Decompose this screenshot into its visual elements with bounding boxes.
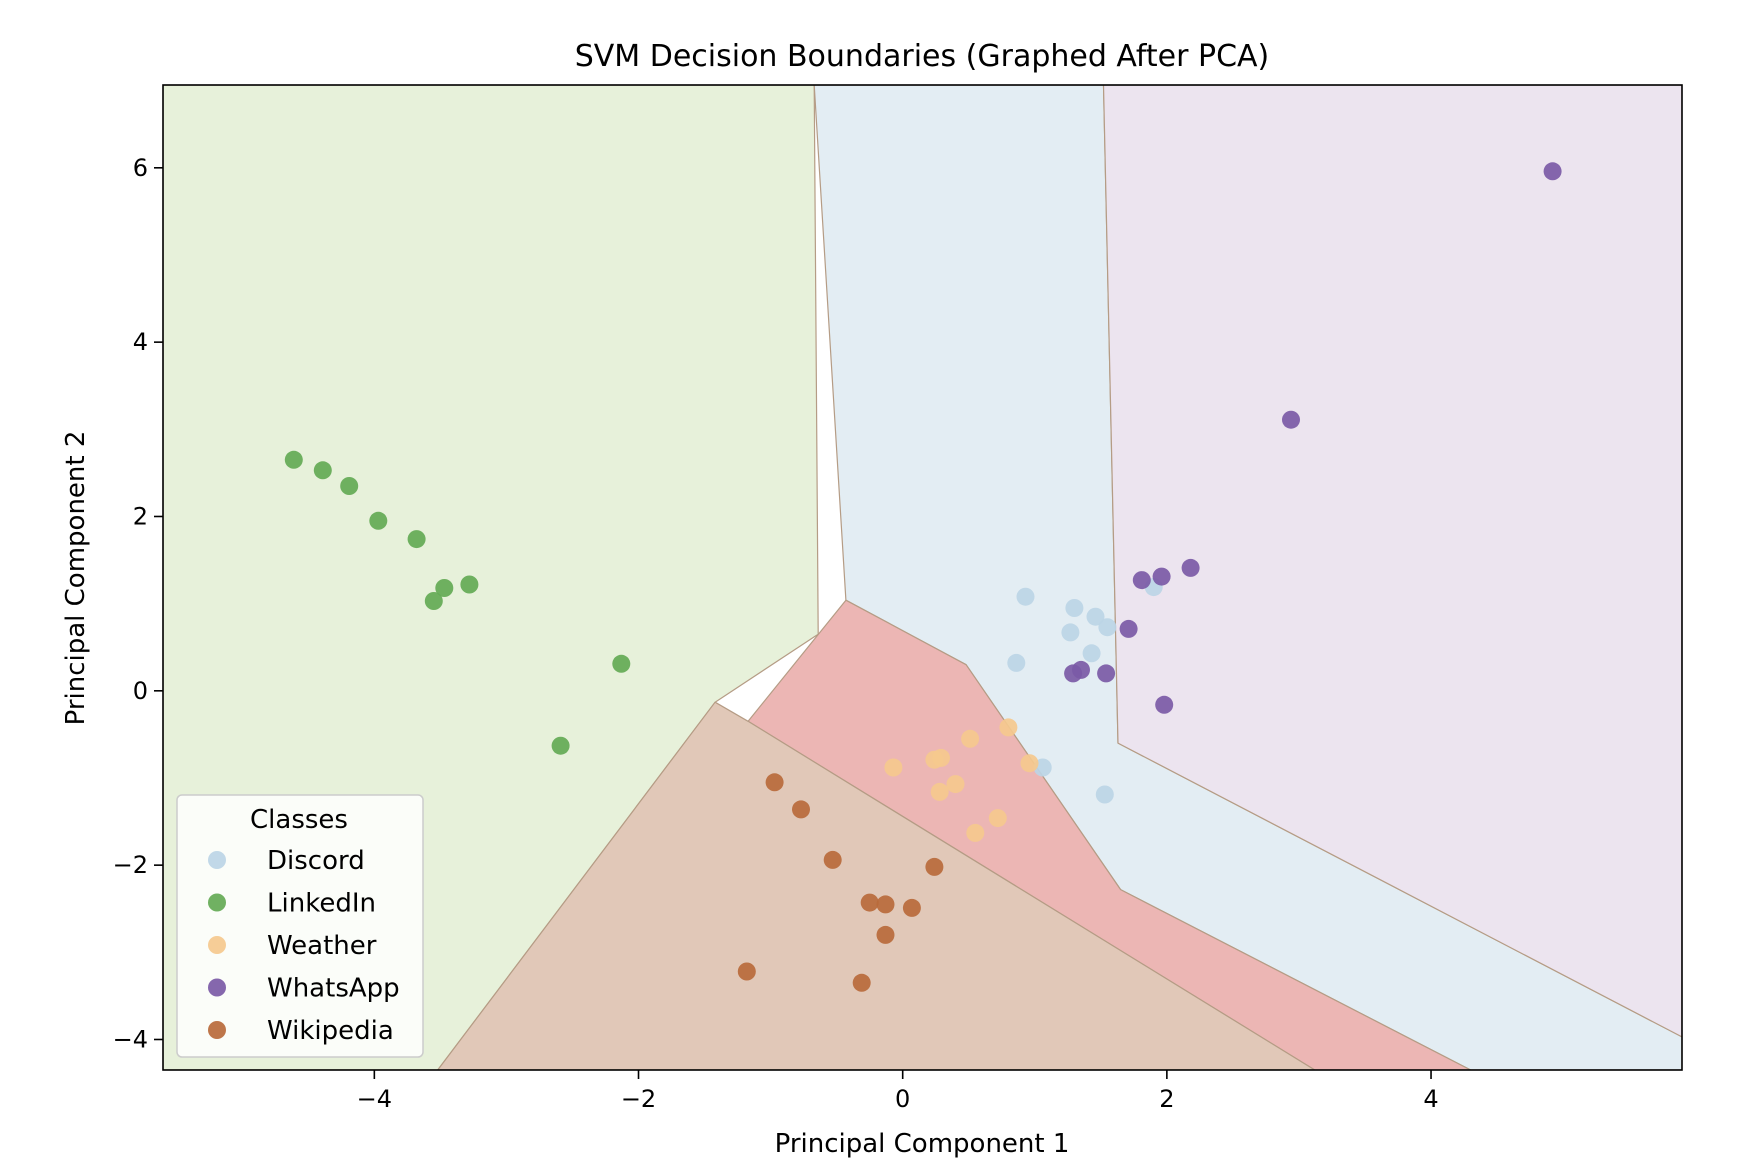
point-wikipedia	[765, 773, 784, 792]
point-discord	[1065, 599, 1084, 617]
region-wikipedia	[437, 701, 1316, 1070]
point-weather	[884, 758, 903, 777]
point-discord	[1086, 607, 1105, 626]
y-tick-label: 2	[133, 502, 148, 530]
x-axis-label: Principal Component 1	[775, 1129, 1070, 1159]
point-linkedin	[435, 579, 454, 597]
legend-marker-linkedin	[208, 893, 226, 912]
point-wikipedia	[925, 857, 944, 876]
point-discord	[1016, 587, 1035, 606]
x-tick-label: −4	[357, 1085, 392, 1113]
y-axis: −4 −2 0 2 4 6	[113, 154, 163, 1053]
point-weather	[946, 775, 965, 794]
point-wikipedia	[876, 895, 895, 914]
point-wikipedia	[860, 893, 879, 912]
point-whatsapp	[1282, 410, 1300, 429]
legend-marker-whatsapp	[208, 978, 226, 997]
point-whatsapp	[1155, 695, 1174, 714]
point-weather	[932, 748, 950, 767]
point-wikipedia	[852, 973, 871, 992]
point-wikipedia	[792, 800, 810, 819]
point-discord	[1061, 623, 1080, 642]
point-discord	[1007, 653, 1026, 672]
point-weather	[966, 823, 985, 842]
point-wikipedia	[876, 925, 895, 944]
legend-label-weather: Weather	[267, 931, 377, 961]
point-whatsapp	[1132, 571, 1151, 590]
point-whatsapp	[1064, 664, 1083, 683]
legend-label-linkedin: LinkedIn	[267, 889, 376, 919]
point-whatsapp	[1181, 558, 1200, 577]
point-wikipedia	[737, 962, 756, 981]
legend-marker-weather	[208, 936, 226, 954]
x-tick-label: 4	[1423, 1085, 1438, 1113]
point-linkedin	[407, 530, 426, 549]
point-linkedin	[369, 511, 388, 530]
x-tick-label: −2	[621, 1085, 656, 1113]
y-tick-label: 0	[133, 677, 148, 705]
point-weather	[999, 718, 1018, 737]
point-discord	[1082, 644, 1101, 663]
point-linkedin	[424, 592, 443, 610]
y-tick-label: 6	[133, 154, 148, 182]
legend-marker-discord	[208, 851, 226, 869]
region-whatsapp	[1102, 85, 1682, 1038]
legend-label-discord: Discord	[267, 846, 365, 876]
y-axis-label: Principal Component 2	[61, 431, 91, 726]
point-wikipedia	[823, 850, 842, 869]
x-axis: −4 −2 0 2 4	[357, 1070, 1439, 1113]
point-discord	[1095, 785, 1114, 804]
point-whatsapp	[1543, 162, 1562, 181]
legend: Classes Discord LinkedIn Weather WhatsApp Wi…	[176, 794, 424, 1058]
legend-marker-wikipedia	[208, 1021, 226, 1039]
point-whatsapp	[1119, 619, 1138, 638]
point-whatsapp	[1152, 567, 1171, 586]
point-linkedin	[313, 461, 332, 480]
point-discord	[1098, 618, 1117, 637]
y-tick-label: −4	[113, 1025, 148, 1053]
y-tick-label: −2	[113, 851, 148, 879]
legend-box	[176, 794, 424, 1058]
scatter-points	[284, 162, 1562, 992]
legend-label-whatsapp: WhatsApp	[267, 974, 400, 1004]
point-linkedin	[340, 477, 359, 495]
point-weather	[961, 729, 980, 748]
point-whatsapp	[1097, 664, 1116, 683]
legend-title: Classes	[250, 805, 348, 835]
point-weather	[988, 809, 1007, 828]
point-linkedin	[284, 450, 303, 469]
x-tick-label: 2	[1159, 1085, 1174, 1113]
point-linkedin	[612, 654, 631, 673]
point-weather	[1020, 754, 1039, 773]
legend-label-wikipedia: Wikipedia	[267, 1016, 394, 1046]
point-wikipedia	[902, 898, 921, 917]
plot-frame	[162, 84, 1683, 1071]
chart-title: SVM Decision Boundaries (Graphed After P…	[575, 39, 1270, 74]
point-linkedin	[460, 575, 479, 594]
point-linkedin	[551, 736, 570, 755]
y-tick-label: 4	[133, 328, 148, 356]
x-tick-label: 0	[895, 1085, 910, 1113]
point-weather	[930, 782, 949, 801]
